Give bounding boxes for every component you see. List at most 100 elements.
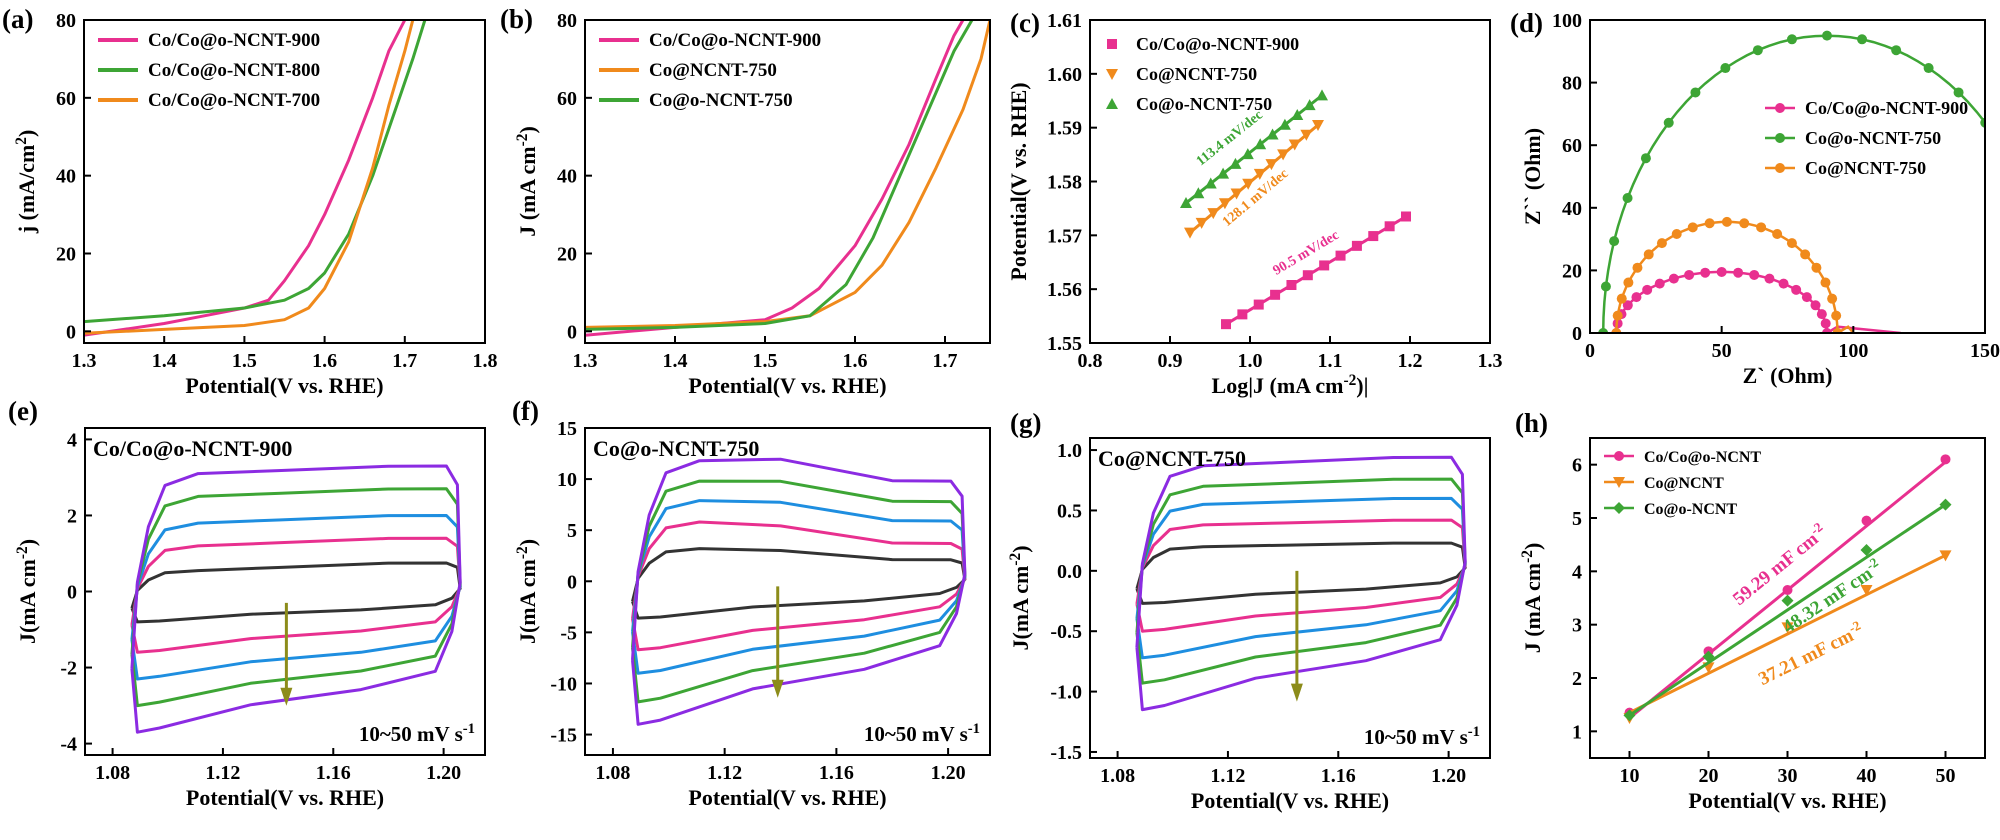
x-tick-label: 1.3 [573, 350, 598, 372]
y-axis-label: Z`` (Ohm) [1520, 128, 1545, 225]
data-point [1939, 498, 1952, 511]
data-point [1860, 585, 1873, 596]
nyquist-point [1671, 228, 1682, 239]
panel-f: (f) Co@o-NCNT-750 10~50 mV s-1 1.08 1.12 1.16… [512, 396, 991, 810]
y-tick-label: -1.5 [1050, 742, 1082, 764]
x-axis-label: Potential(V vs. RHE) [1191, 788, 1389, 813]
y-tick-label: 40 [1562, 198, 1582, 220]
plot-frame [84, 427, 486, 756]
data-point [1623, 709, 1636, 722]
y-tick-label: 60 [56, 88, 76, 110]
data-point [1207, 208, 1220, 220]
data-point [1335, 250, 1346, 261]
legend-label: Co/Co@o-NCNT-900 [1136, 34, 1299, 54]
nyquist-point [1791, 284, 1802, 295]
x-tick-label: 1.5 [232, 350, 257, 372]
data-point [1401, 211, 1411, 222]
legend-marker [1775, 103, 1785, 113]
x-tick-label: 20 [1699, 765, 1719, 787]
x-axis-label: Potential(V vs. RHE) [688, 373, 886, 398]
data-point [1781, 622, 1794, 634]
cv-loop-4 [631, 479, 967, 704]
data-point [1192, 187, 1205, 199]
data-point [1237, 309, 1248, 320]
nyquist-point [1756, 222, 1767, 233]
legend-label: Co@o-NCNT-750 [1805, 128, 1941, 148]
legend-label: Co@NCNT [1644, 475, 1724, 492]
legend-label: Co@o-NCNT-750 [1136, 94, 1272, 114]
y-tick-label: 5 [1572, 508, 1582, 530]
nyquist-point [1820, 277, 1831, 288]
x-axis-label: Z` (Ohm) [1743, 363, 1833, 388]
cv-loop-5 [631, 457, 967, 726]
nyquist-point [1690, 87, 1701, 98]
y-tick-label: 0 [1572, 323, 1582, 345]
data-point [1278, 118, 1291, 130]
y-tick-label: -0.5 [1050, 621, 1082, 643]
panel-b: (b) 1.3 1.4 1.5 1.6 1.7 0 20 40 60 80 Potential(V v… [500, 4, 991, 398]
panel-label-e: (e) [8, 396, 38, 426]
x-tick-label: 10 [1620, 765, 1640, 787]
panel-label-a: (a) [2, 4, 33, 34]
plot-area-d [1598, 30, 1985, 333]
legend-label: Co/Co@o-NCNT-900 [148, 30, 320, 51]
data-point [1253, 168, 1266, 180]
cv-loop-2 [130, 536, 462, 654]
plot-area-b [585, 20, 990, 337]
plot-frame [584, 19, 991, 344]
x-tick-label: 1.4 [663, 350, 688, 372]
nyquist-point [1631, 292, 1642, 303]
y-tick-label: 1.59 [1047, 118, 1082, 140]
data-point [1241, 148, 1254, 160]
nyquist-point [1623, 277, 1634, 288]
x-tick-label: 1.20 [1431, 765, 1466, 787]
legend: Co/Co@o-NCNT Co@NCNT Co@o-NCNT [1604, 449, 1761, 518]
x-tick-label: 100 [1838, 340, 1868, 362]
cv-loop-1 [130, 561, 462, 624]
series-line-3 [84, 20, 415, 335]
y-tick-label: -5 [560, 622, 577, 644]
x-tick-label: 1.0 [1238, 350, 1263, 372]
inset-title: Co@NCNT-750 [1098, 446, 1246, 471]
y-tick-label: 100 [1552, 10, 1582, 32]
y-tick-label: 1.60 [1047, 64, 1082, 86]
nyquist-point [1704, 218, 1715, 229]
nyquist-point [1857, 34, 1868, 45]
scan-rate-label: 10~50 mV s-1 [359, 721, 475, 746]
nyquist-point [1891, 45, 1902, 56]
fit-line-3 [1628, 503, 1947, 717]
y-tick-label: -10 [550, 673, 577, 695]
panel-h: (h)59.29 mF cm-237.21 mF cm-248.32 mF cm… [1515, 408, 1986, 813]
data-point [1302, 270, 1313, 281]
series-line-2 [84, 20, 427, 324]
nyquist-point [1923, 63, 1934, 74]
panel-label-d: (d) [1510, 8, 1543, 38]
x-tick-label: 1.2 [1398, 350, 1423, 372]
nyquist-point [1786, 238, 1797, 249]
panel-e: (e) Co/Co@o-NCNT-900 10~50 mV s-1 1.08 1.12 1… [8, 396, 486, 810]
data-point [1286, 280, 1297, 291]
legend: Co/Co@o-NCNT-900 Co/Co@o-NCNT-800 Co/Co@o-… [98, 30, 320, 111]
nyquist-point [1609, 236, 1620, 247]
y-tick-label: 2 [1572, 668, 1582, 690]
data-point [1384, 221, 1395, 232]
nyquist-point [1656, 238, 1667, 249]
data-point [1939, 550, 1952, 562]
x-tick-label: 1.20 [931, 762, 966, 784]
x-tick-label: 1.7 [392, 350, 417, 372]
y-tick-label: 60 [1562, 135, 1582, 157]
nyquist-point [1786, 34, 1797, 45]
nyquist-point [1810, 300, 1821, 311]
y-tick-label: 4 [1572, 561, 1582, 583]
nyquist-line-2 [1601, 34, 1985, 333]
x-tick-label: 1.12 [1210, 765, 1245, 787]
nyquist-point [1721, 216, 1732, 227]
y-tick-label: 1.57 [1047, 225, 1082, 247]
x-tick-label: 1.16 [1321, 765, 1356, 787]
y-tick-label: 1.58 [1047, 172, 1082, 194]
nyquist-point [1600, 281, 1611, 292]
nyquist-point [1622, 300, 1633, 311]
x-tick-label: 1.5 [753, 350, 778, 372]
